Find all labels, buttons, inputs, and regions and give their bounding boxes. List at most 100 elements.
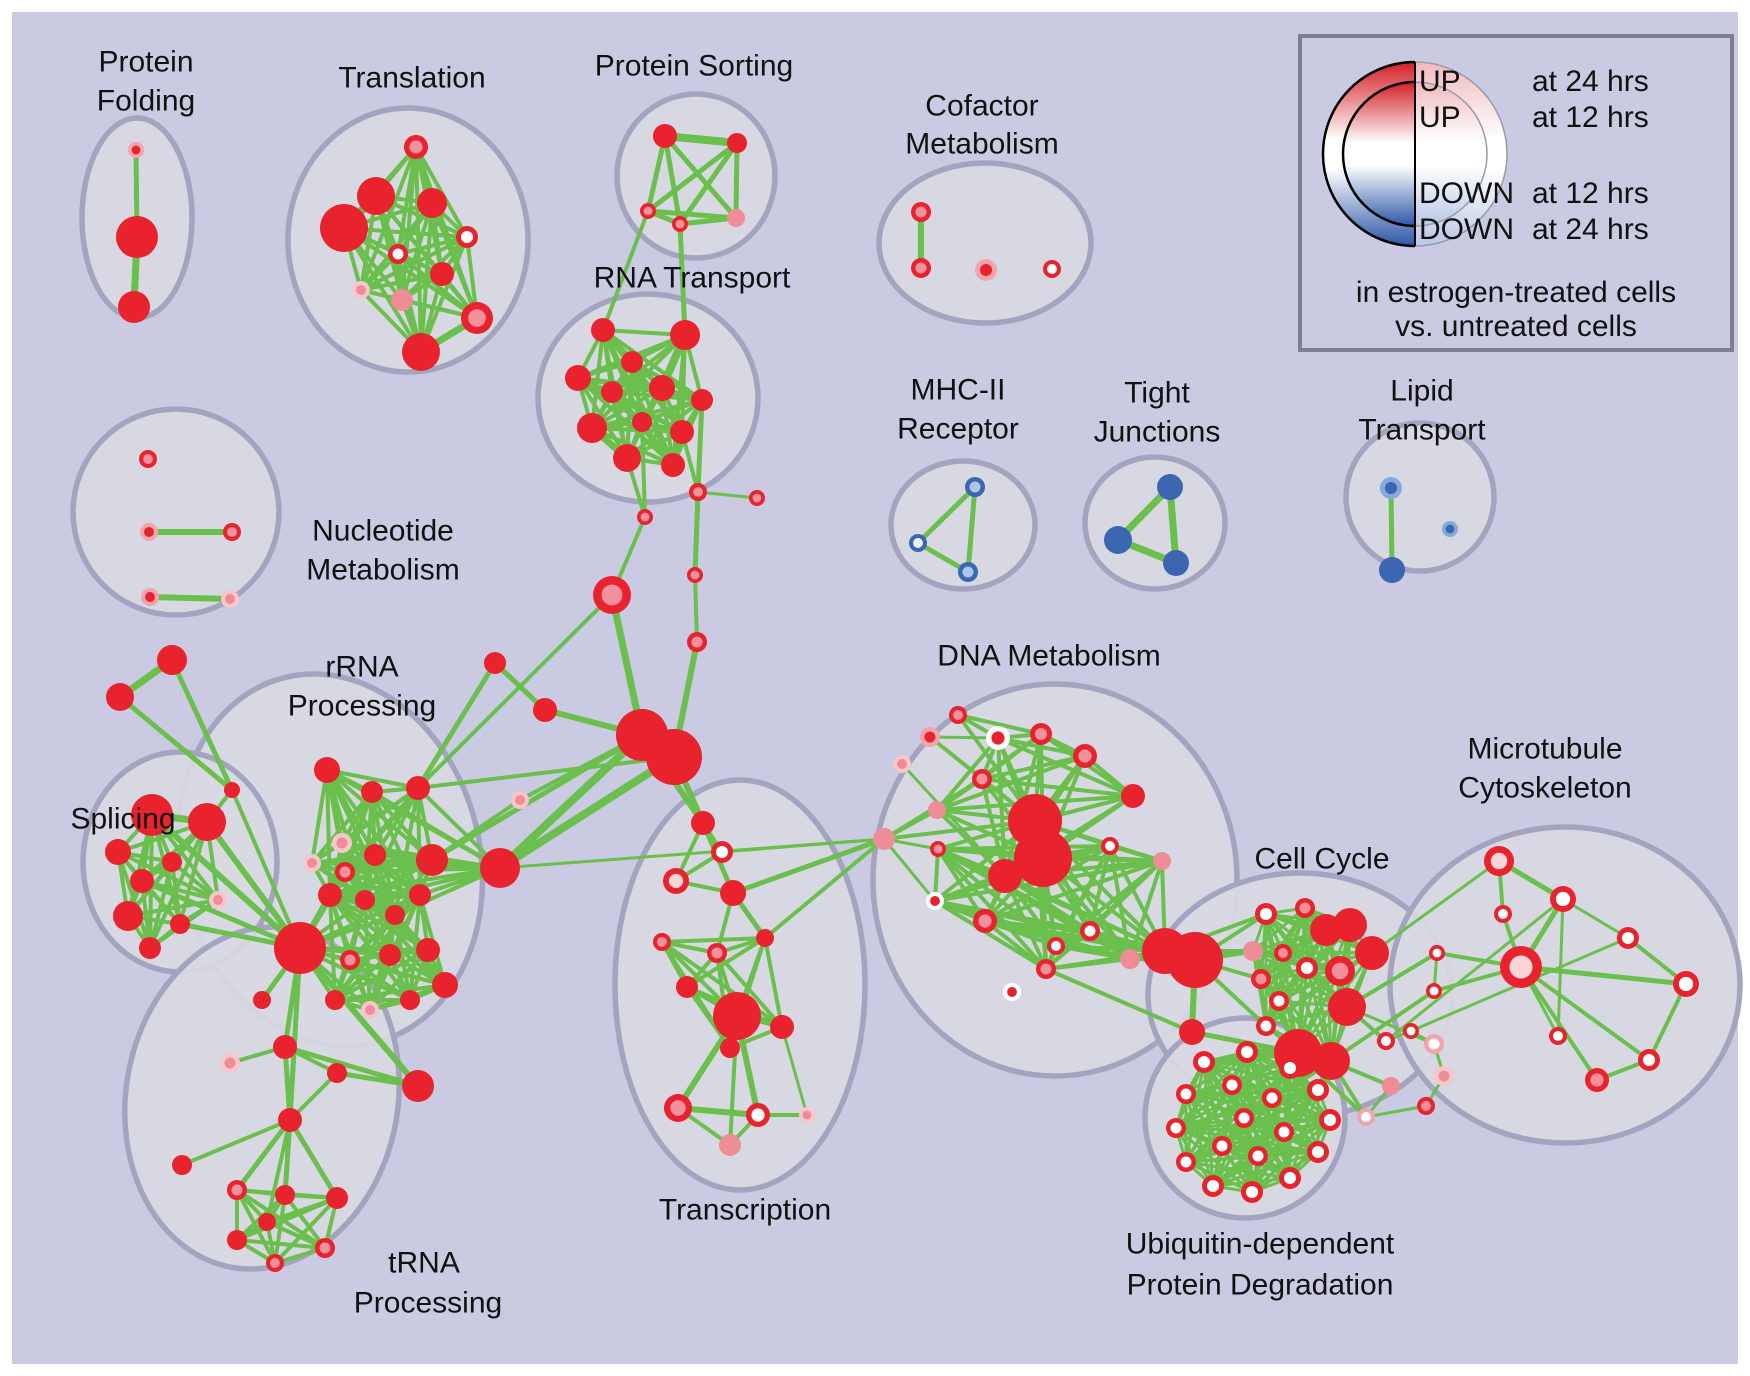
- network-edge: [416, 593, 614, 790]
- network-node: [116, 216, 158, 258]
- network-node: [379, 944, 401, 966]
- network-node: [326, 1187, 348, 1209]
- cluster-label: RNA Transport: [594, 262, 791, 295]
- network-edge: [273, 1196, 339, 1265]
- network-node: [653, 124, 677, 148]
- network-edge: [310, 768, 329, 865]
- network-node: [106, 683, 134, 711]
- network-node-center: [468, 309, 486, 327]
- cluster-label: Folding: [97, 85, 195, 118]
- network-node: [720, 880, 746, 906]
- network-node: [632, 412, 652, 432]
- network-edge: [1220, 1130, 1286, 1148]
- network-node-center: [1047, 264, 1057, 274]
- network-node: [727, 133, 747, 153]
- network-node: [720, 1038, 740, 1058]
- network-node-center: [392, 248, 404, 260]
- network-node: [355, 890, 375, 910]
- cluster-label: MHC-II: [911, 374, 1006, 407]
- network-node: [621, 351, 643, 373]
- legend-direction: UP: [1419, 101, 1461, 134]
- network-node-center: [1259, 907, 1273, 921]
- network-edge: [204, 819, 303, 951]
- network-edge: [1184, 1092, 1260, 1158]
- network-node-center: [1406, 1026, 1416, 1036]
- legend-direction: DOWN: [1419, 213, 1514, 246]
- network-edge: [1044, 967, 1194, 1034]
- network-edge: [933, 899, 1048, 971]
- network-node: [1312, 1042, 1350, 1080]
- network-edge: [1364, 1104, 1428, 1119]
- network-node: [430, 262, 454, 286]
- network-node-center: [657, 937, 667, 947]
- network-node-center: [356, 285, 366, 295]
- label-layer: Protein Folding Translation Protein Sorting…: [70, 46, 1631, 1320]
- network-edge: [662, 133, 683, 227]
- network-edge: [1384, 897, 1565, 1043]
- cluster-label: Transport: [1358, 414, 1486, 447]
- cluster-label: tRNA: [388, 1247, 460, 1280]
- network-node-center: [1678, 976, 1694, 992]
- network-node: [253, 991, 271, 1009]
- network-edge: [139, 878, 303, 951]
- network-edge: [287, 945, 303, 1123]
- network-node: [432, 972, 458, 998]
- network-node-center: [1255, 973, 1267, 985]
- network-edge: [1251, 906, 1307, 953]
- network-node-center: [933, 844, 943, 854]
- network-edge: [936, 847, 1048, 971]
- network-edge: [695, 397, 705, 495]
- network-node-center: [1621, 931, 1635, 945]
- network-edge: [763, 837, 886, 940]
- network-node-center: [1429, 986, 1439, 996]
- cluster-ellipse-cofactor-metabolism: [876, 160, 1094, 326]
- cluster-label: Junctions: [1094, 416, 1221, 449]
- network-edge: [147, 594, 233, 602]
- network-edge: [645, 140, 740, 214]
- network-node-center: [231, 1184, 243, 1196]
- network-edge: [333, 953, 392, 1002]
- network-node: [172, 1155, 192, 1175]
- network-node-center: [225, 594, 235, 604]
- network-edge: [693, 573, 699, 644]
- legend-time: at 12 hrs: [1532, 101, 1649, 134]
- network-node-center: [1445, 524, 1455, 534]
- network-node-center: [1323, 1113, 1337, 1127]
- network-node-center: [690, 570, 700, 580]
- network-edge: [430, 798, 522, 862]
- network-edge: [359, 235, 469, 292]
- network-edge: [1329, 989, 1436, 1063]
- network-node: [357, 177, 395, 215]
- network-node-center: [224, 1057, 236, 1069]
- network-edge: [1519, 965, 1651, 1062]
- network-edge: [733, 140, 740, 221]
- network-node-center: [1226, 1079, 1238, 1091]
- network-node-center: [953, 710, 963, 720]
- network-node-center: [711, 947, 723, 959]
- network-node-center: [1180, 1156, 1192, 1168]
- network-node: [1333, 908, 1367, 942]
- network-node: [988, 859, 1022, 893]
- network-node-center: [131, 145, 141, 155]
- network-edge: [283, 1193, 327, 1250]
- legend-time: at 12 hrs: [1532, 177, 1649, 210]
- network-edge: [980, 754, 1087, 781]
- network-edge: [965, 484, 978, 575]
- network-edge: [342, 226, 479, 320]
- network-node-center: [460, 230, 474, 244]
- network-node-center: [1007, 987, 1017, 997]
- network-node: [406, 776, 430, 800]
- network-edge: [419, 235, 469, 354]
- network-node-center: [143, 454, 153, 464]
- network-node-center: [969, 481, 981, 493]
- network-node: [130, 869, 154, 893]
- network-edge: [496, 731, 646, 872]
- network-edge: [265, 1118, 292, 1224]
- network-node-center: [962, 566, 974, 578]
- network-node: [275, 1185, 295, 1205]
- network-edge: [282, 1044, 293, 1123]
- network-node-center: [1278, 1126, 1290, 1138]
- network-node-center: [1509, 955, 1533, 979]
- network-node-center: [1428, 1038, 1440, 1050]
- network-node-center: [1216, 1140, 1228, 1152]
